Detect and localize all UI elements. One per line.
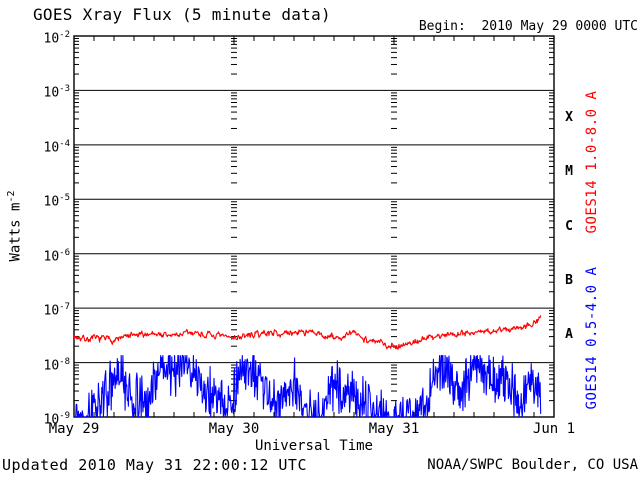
goes-long-channel-trace <box>74 315 542 350</box>
legend-long-channel: GOES14 1.0-8.0 A <box>584 90 600 234</box>
flare-class-label: X <box>565 109 573 125</box>
y-tick-label: 10-6 <box>43 247 71 265</box>
y-tick-label: 10-4 <box>43 138 71 156</box>
y-tick-label: 10-8 <box>43 356 71 373</box>
updated-timestamp: Updated 2010 May 31 22:00:12 UTC <box>2 456 307 474</box>
flare-class-label: C <box>565 218 573 234</box>
x-tick-label: May 30 <box>208 421 260 437</box>
x-tick-label: May 29 <box>48 421 100 437</box>
legend-short-channel: GOES14 0.5-4.0 A <box>584 266 600 410</box>
plot-border <box>73 35 555 418</box>
flare-class-label: M <box>565 164 573 180</box>
goes-short-channel-trace <box>74 354 542 417</box>
x-tick-label: Jun 1 <box>532 421 576 437</box>
y-tick-label: 10-9 <box>43 411 71 428</box>
y-tick-label: 10-2 <box>43 30 71 47</box>
source-credit: NOAA/SWPC Boulder, CO USA <box>427 457 638 473</box>
flare-class-label: A <box>565 327 573 343</box>
x-axis-title: Universal Time <box>254 438 373 454</box>
y-axis-title-base: Watts m <box>7 202 24 262</box>
y-axis-title: Watts m-2 <box>6 146 24 306</box>
flare-class-label: B <box>565 272 573 288</box>
begin-timestamp: Begin: 2010 May 29 0000 UTC <box>418 19 638 34</box>
chart-title: GOES Xray Flux (5 minute data) <box>33 5 331 24</box>
y-tick-label: 10-5 <box>43 193 71 210</box>
y-tick-label: 10-3 <box>43 84 71 101</box>
x-tick-label: May 31 <box>368 421 420 437</box>
y-axis-title-exponent: -2 <box>6 190 17 203</box>
y-tick-label: 10-7 <box>43 302 71 319</box>
